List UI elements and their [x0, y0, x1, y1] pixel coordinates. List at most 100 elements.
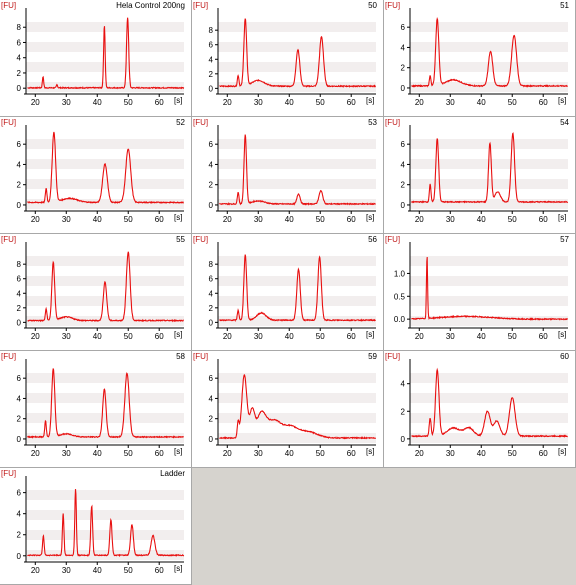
y-tick-label: 0 [17, 84, 22, 93]
grid-band [410, 306, 568, 316]
x-tick-label: 50 [316, 332, 325, 341]
grid-band [218, 139, 376, 149]
grid-band [410, 286, 568, 296]
x-tick-label: 40 [93, 98, 102, 107]
x-tick-label: 30 [254, 215, 263, 224]
x-tick-label: 50 [124, 332, 133, 341]
y-tick-label: 0 [401, 435, 406, 444]
y-tick-label: 2 [17, 415, 22, 424]
x-tick-label: 30 [62, 215, 71, 224]
signal-trace [411, 256, 568, 321]
x-axis-label: [s] [366, 213, 375, 222]
x-tick-label: 30 [62, 332, 71, 341]
y-tick-label: 4 [17, 289, 22, 298]
y-tick-label: 6 [17, 140, 22, 149]
grid-band [410, 62, 568, 72]
grid-band [410, 276, 568, 286]
grid-band [218, 32, 376, 42]
x-tick-label: 50 [316, 449, 325, 458]
x-tick-label: 40 [93, 215, 102, 224]
grid-band [218, 373, 376, 383]
x-tick-label: 40 [477, 98, 486, 107]
x-axis-label: [s] [366, 96, 375, 105]
y-tick-label: 0 [17, 435, 22, 444]
grid-band [26, 306, 184, 316]
grid-band [410, 129, 568, 139]
y-axis-label: [FU] [193, 235, 209, 244]
x-axis-label: [s] [558, 447, 567, 456]
x-tick-label: 40 [477, 215, 486, 224]
x-tick-label: 20 [415, 98, 424, 107]
grid-band [410, 82, 568, 92]
x-tick-label: 30 [446, 215, 455, 224]
x-tick-label: 50 [124, 215, 133, 224]
grid-band [218, 433, 376, 443]
plot-area: 0 2 4 6 20 30 40 50 60 [401, 8, 568, 107]
x-axis-label: [s] [558, 96, 567, 105]
x-tick-label: 60 [539, 215, 548, 224]
plot-area: 0 2 4 6 20 30 40 50 60 [209, 125, 376, 224]
x-tick-label: 60 [347, 332, 356, 341]
grid-band [26, 316, 184, 326]
x-axis-label: [s] [174, 447, 183, 456]
chart-title: Hela Control 200ng [116, 1, 185, 10]
x-tick-label: 40 [93, 449, 102, 458]
chart-panel: 0 2 4 6 20 30 40 50 60 [FU] 58 [s] [0, 351, 192, 468]
y-tick-label: 0 [17, 201, 22, 210]
y-tick-label: 0 [209, 318, 214, 327]
grid-band [218, 72, 376, 82]
grid-band [26, 12, 184, 22]
signal-trace [27, 131, 184, 204]
x-tick-label: 20 [415, 449, 424, 458]
grid-band [218, 159, 376, 169]
x-tick-label: 20 [31, 98, 40, 107]
grid-band [218, 149, 376, 159]
y-tick-label: 8 [209, 26, 214, 35]
y-tick-label: 6 [401, 140, 406, 149]
y-axis-label: [FU] [1, 469, 17, 478]
y-tick-label: 4 [209, 55, 214, 64]
x-tick-label: 20 [415, 332, 424, 341]
grid-band [218, 393, 376, 403]
y-tick-label: 2 [209, 181, 214, 190]
plot-area: 0 2 4 6 8 20 30 40 50 60 [209, 8, 376, 107]
y-tick-label: 6 [17, 275, 22, 284]
grid-band [410, 169, 568, 179]
x-tick-label: 30 [62, 98, 71, 107]
y-tick-label: 6 [17, 374, 22, 383]
signal-trace [27, 251, 184, 323]
x-axis-label: [s] [174, 96, 183, 105]
grid-band [26, 129, 184, 139]
x-tick-label: 60 [155, 566, 164, 575]
signal-trace [219, 254, 376, 323]
y-tick-label: 6 [401, 23, 406, 32]
y-tick-label: 4 [401, 43, 406, 52]
grid-band [218, 383, 376, 393]
x-tick-label: 60 [347, 215, 356, 224]
x-tick-label: 20 [31, 215, 40, 224]
grid-band [410, 22, 568, 32]
grid-band [26, 82, 184, 92]
y-tick-label: 6 [209, 275, 214, 284]
y-tick-label: 0 [401, 84, 406, 93]
y-axis-label: [FU] [385, 235, 401, 244]
grid-band [410, 72, 568, 82]
x-tick-label: 50 [316, 98, 325, 107]
x-tick-label: 50 [124, 98, 133, 107]
signal-trace [27, 368, 184, 439]
grid-band [410, 383, 568, 393]
grid-band [26, 72, 184, 82]
y-tick-label: 4 [401, 160, 406, 169]
y-tick-label: 0 [209, 201, 214, 210]
grid-band [410, 179, 568, 189]
x-tick-label: 60 [347, 449, 356, 458]
chart-panel: 0 2 4 6 8 20 30 40 50 60 [FU] 50 [s] [192, 0, 384, 117]
plot-area: 0.0 0.5 1.0 20 30 40 50 60 [394, 242, 568, 341]
x-tick-label: 20 [223, 98, 232, 107]
x-axis-label: [s] [174, 213, 183, 222]
chart-title: 56 [368, 235, 377, 244]
y-tick-label: 8 [209, 260, 214, 269]
chart-title: Ladder [160, 469, 185, 478]
grid-band [26, 490, 184, 500]
x-tick-label: 40 [285, 98, 294, 107]
